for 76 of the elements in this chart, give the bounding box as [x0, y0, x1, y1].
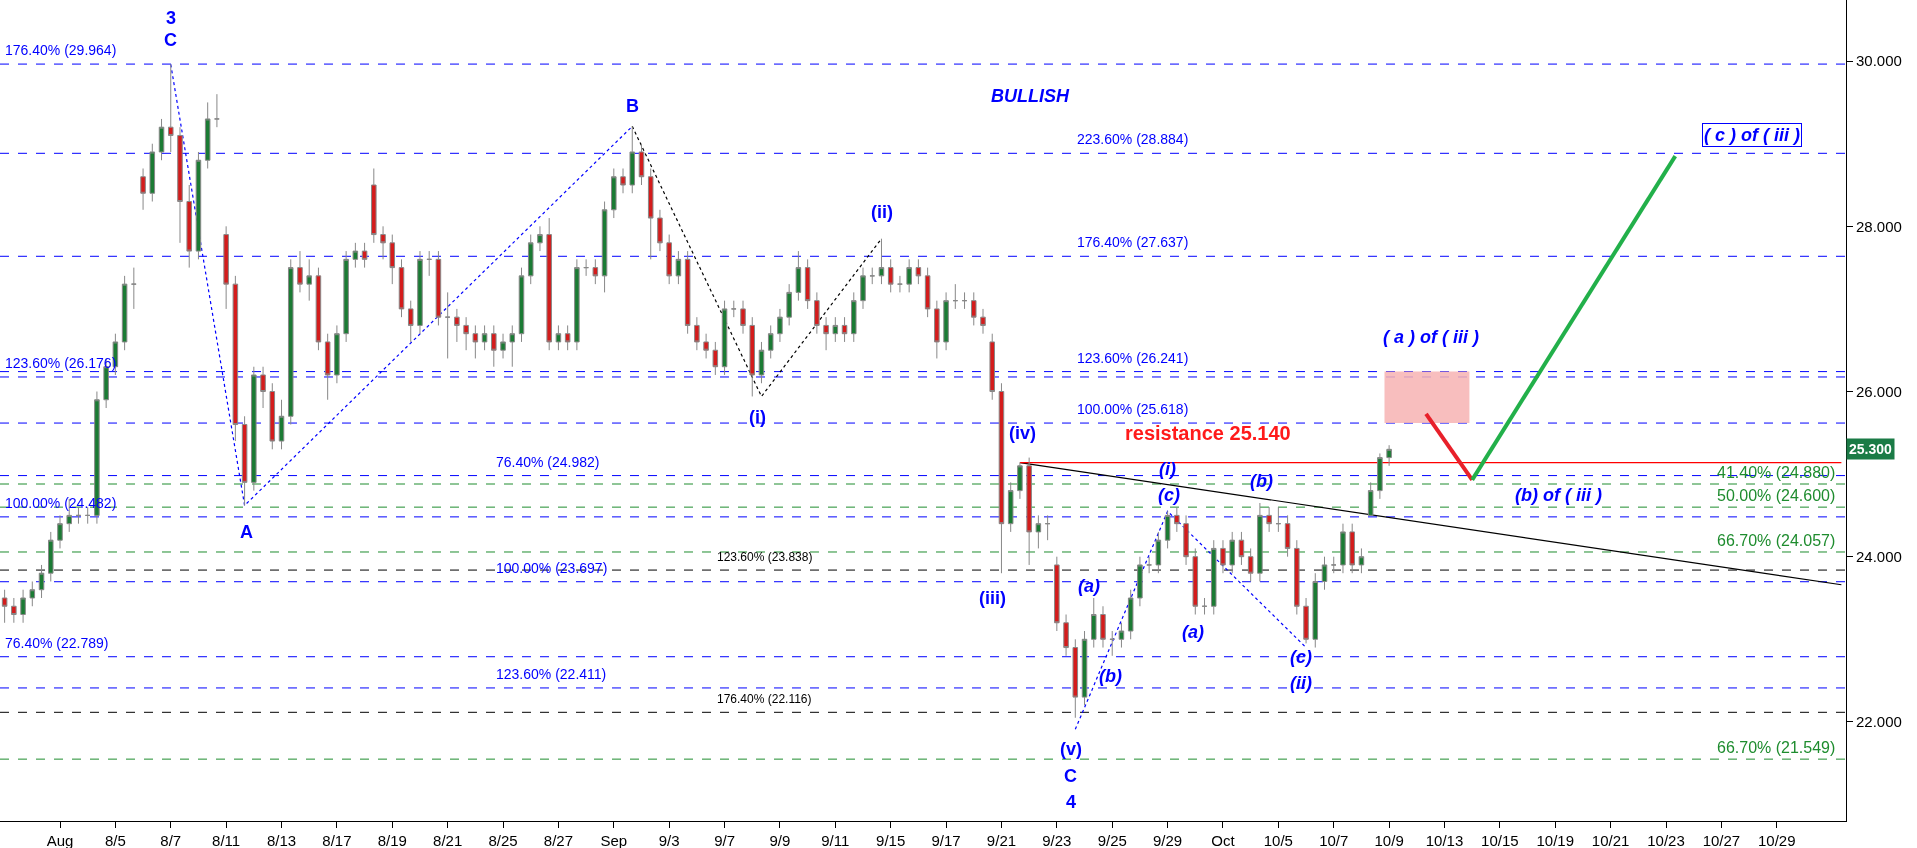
annotation: (c): [1158, 485, 1180, 505]
x-tick-label: 9/15: [876, 832, 906, 848]
ref-line-label: 66.70% (24.057): [1717, 532, 1836, 549]
x-tick-label: 8/7: [160, 832, 182, 848]
annotation: (i): [1159, 459, 1176, 479]
ref-line-label: 76.40% (24.982): [496, 454, 600, 470]
annotation: (b): [1250, 471, 1273, 491]
x-tick-label: 9/17: [931, 832, 961, 848]
ref-line-label: 176.40% (29.964): [5, 42, 117, 58]
x-tick-label: 10/29: [1758, 832, 1796, 848]
ref-line-label: 176.40% (22.116): [717, 692, 812, 706]
annotation: (b): [1099, 666, 1122, 686]
x-tick-label: 8/17: [322, 832, 352, 848]
annotation: (ii): [871, 202, 893, 222]
x-tick-label: 10/9: [1374, 832, 1404, 848]
x-tick-label: 10/23: [1647, 832, 1685, 848]
annotation: (b) of ( iii ): [1515, 485, 1602, 505]
annotation: resistance 25.140: [1125, 422, 1291, 444]
text: 25.300: [1849, 441, 1893, 457]
x-tick-label: 10/19: [1536, 832, 1575, 848]
x-tick-label: 8/25: [488, 832, 518, 848]
x-tick-label: 9/3: [658, 832, 680, 848]
ref-line-label: 76.40% (22.789): [5, 635, 109, 651]
ref-line-label: 41.40% (24.880): [1717, 464, 1836, 481]
ref-line-label: 123.60% (22.411): [496, 666, 607, 682]
annotation: (a): [1182, 622, 1204, 642]
x-tick-label: 9/21: [986, 832, 1017, 848]
ref-line-label: 100.00% (23.697): [496, 560, 608, 576]
x-tick-label: 10/21: [1591, 832, 1630, 848]
x-tick-label: 8/13: [266, 832, 297, 848]
annotation: C: [1064, 766, 1077, 786]
annotation: (ii): [1290, 673, 1312, 693]
x-tick-label: 10/27: [1702, 832, 1741, 848]
ref-line-label: 100.00% (25.618): [1077, 401, 1189, 417]
x-tick-label: 10/7: [1319, 832, 1349, 848]
x-tick-label: 8/11: [212, 832, 241, 848]
annotation: A: [240, 522, 253, 542]
y-tick-label: 22.000: [1856, 713, 1902, 731]
x-tick-label: Oct: [1211, 832, 1236, 848]
ref-line-label: 176.40% (27.637): [1077, 234, 1189, 250]
ref-line-label: 123.60% (26.176): [5, 355, 117, 371]
annotation: 3: [166, 8, 177, 28]
annotation: C: [164, 30, 177, 50]
x-tick-label: 9/7: [714, 832, 735, 848]
annotation: BULLISH: [991, 86, 1070, 106]
annotation: (i): [749, 407, 766, 427]
x-tick-label: 9/23: [1042, 832, 1072, 848]
x-tick-label: 9/29: [1153, 832, 1183, 848]
x-tick-label: 10/5: [1263, 832, 1293, 848]
annotation: (iv): [1009, 423, 1037, 443]
annotation: ( c ) of ( iii ): [1704, 125, 1800, 145]
ref-line-label: 50.00% (24.600): [1717, 487, 1836, 504]
ref-line-label: 123.60% (23.838): [717, 550, 813, 564]
ref-line-label: 223.60% (28.884): [1077, 131, 1189, 147]
x-tick-label: 9/9: [769, 832, 791, 848]
y-tick-label: 28.000: [1856, 217, 1902, 235]
x-tick-label: 9/11: [821, 832, 850, 848]
x-tick-label: 8/19: [377, 832, 407, 848]
x-tick-label: 8/5: [104, 832, 126, 848]
y-tick-label: 24.000: [1856, 547, 1902, 565]
annotation: (c): [1290, 647, 1312, 667]
x-tick-label: 10/13: [1425, 832, 1464, 848]
annotation: 4: [1066, 792, 1077, 812]
annotation: (v): [1060, 739, 1082, 759]
x-tick-label: 8/27: [543, 832, 574, 848]
x-tick-label: 8/21: [433, 832, 463, 848]
y-tick-label: 30.000: [1856, 52, 1902, 70]
x-tick-label: 10/15: [1481, 832, 1519, 848]
annotation: (iii): [979, 588, 1006, 608]
x-tick-label: 9/25: [1097, 832, 1127, 848]
annotation: ( a ) of ( iii ): [1383, 327, 1479, 347]
y-tick-label: 26.000: [1856, 382, 1902, 400]
annotation: (a): [1078, 576, 1100, 596]
ref-line-label: 123.60% (26.241): [1077, 350, 1189, 366]
ref-line-label: 66.70% (21.549): [1717, 739, 1836, 756]
annotation: B: [626, 96, 639, 116]
